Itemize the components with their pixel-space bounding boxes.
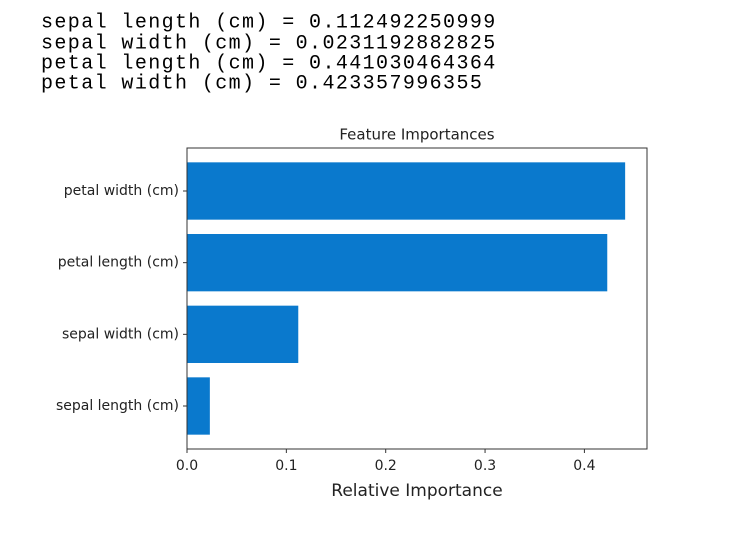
bar [187, 234, 608, 292]
x-tick-label: 0.4 [573, 458, 595, 474]
bar [187, 162, 626, 220]
y-tick-label: sepal length (cm) [56, 398, 179, 414]
output-line: petal length (cm) = 0.441030464364 [41, 52, 497, 75]
output-line: sepal length (cm) = 0.112492250999 [41, 11, 497, 34]
x-axis-label: Relative Importance [331, 481, 502, 501]
output-line: petal width (cm) = 0.423357996355 [41, 72, 483, 95]
x-tick-label: 0.3 [474, 458, 496, 474]
output-line: sepal width (cm) = 0.0231192882825 [41, 32, 497, 55]
x-tick-label: 0.2 [375, 458, 397, 474]
y-tick-label: petal width (cm) [64, 183, 179, 199]
y-tick-label: sepal width (cm) [62, 326, 179, 342]
bar [187, 305, 299, 363]
plot-frame [186, 147, 648, 450]
chart-title: Feature Importances [339, 126, 494, 144]
x-tick-label: 0.0 [176, 458, 198, 474]
x-tick-label: 0.1 [275, 458, 297, 474]
bar [187, 377, 210, 435]
y-tick-label: petal length (cm) [58, 255, 179, 271]
